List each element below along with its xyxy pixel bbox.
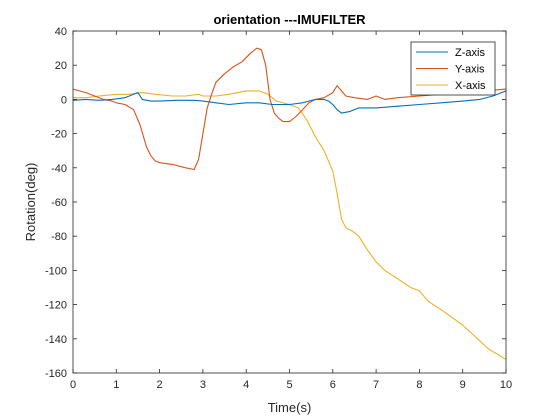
legend-items: Z-axis Y-axis X-axis [416,47,486,92]
x-tick-label: 1 [113,379,119,391]
y-axis-label: Rotation(deg) [23,163,38,242]
series-line-y-axis [72,47,507,171]
y-tick-label: -100 [45,265,67,277]
x-tick-label: 10 [500,379,512,391]
chart-title: orientation ---IMUFILTER [213,12,366,27]
x-tick-label: 3 [200,379,206,391]
x-tick-label: 9 [460,379,466,391]
x-tick-label: 4 [243,379,249,391]
y-tick-label: 40 [55,26,67,38]
x-tick-label: 6 [330,379,336,391]
y-tick-label: -40 [51,163,67,175]
series-layer [72,47,507,360]
y-tick-label: 0 [61,94,67,106]
x-axis-label: Time(s) [268,400,312,415]
series-line-z-axis [72,90,507,114]
y-tick-layer: 40 20 0 -20 -40 -60 -80 -100 -120 -140 -160 [45,26,506,380]
y-tick-label: -160 [45,368,67,380]
y-tick-label: 20 [55,60,67,72]
x-tick-label: 0 [70,379,76,391]
legend-label-x-axis: X-axis [455,80,486,92]
legend: Z-axis Y-axis X-axis [410,41,496,96]
series-line-x-axis [73,90,507,360]
x-tick-layer: 0 1 2 3 4 5 6 7 8 9 10 [70,31,512,391]
y-tick-label: -60 [51,197,67,209]
legend-label-z-axis: Z-axis [455,47,485,59]
x-tick-label: 2 [157,379,163,391]
x-tick-label: 7 [373,379,379,391]
x-tick-label: 5 [286,379,292,391]
legend-label-y-axis: Y-axis [455,64,485,76]
x-tick-label: 8 [416,379,422,391]
y-tick-label: -140 [45,334,67,346]
y-tick-label: -80 [51,231,67,243]
y-tick-label: -120 [45,300,67,312]
y-tick-label: -20 [51,129,67,141]
